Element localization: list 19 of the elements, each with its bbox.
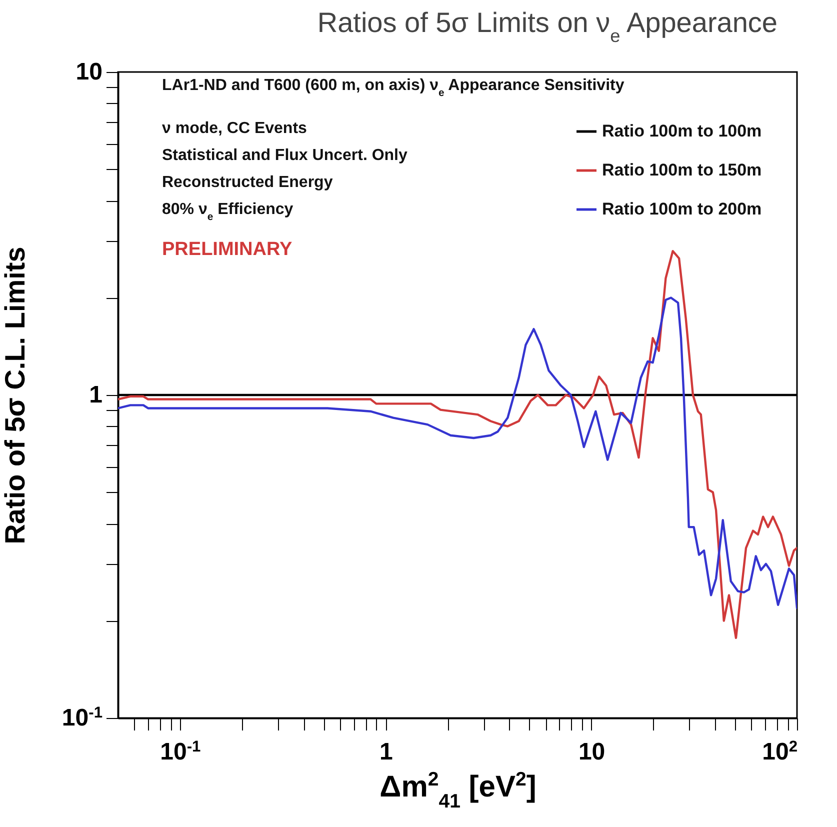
x-tick-label: 1 xyxy=(379,738,393,766)
y-tick-label: 10 xyxy=(76,58,102,86)
y-tick-label: 1 xyxy=(89,382,102,408)
y-tick-label: 10$^{-1}$ xyxy=(62,704,103,732)
x-tick-label: 10 xyxy=(578,738,606,766)
y-axis-title: Ratio of 5σ C.L. Limits xyxy=(0,246,30,544)
x-axis-title: Δm$^{2}$$_{41}$ [eV$^{2}$] xyxy=(380,768,536,812)
annotation: Reconstructed Energy xyxy=(162,174,333,191)
annotation: Statistical and Flux Uncert. Only xyxy=(162,147,408,164)
annotation: ν mode, CC Events xyxy=(162,120,308,137)
legend-label: Ratio 100m to 100m xyxy=(602,122,762,140)
chart-title: Ratios of 5σ Limits on ν$_{e}$ Appearance xyxy=(317,7,778,46)
annotation: PRELIMINARY xyxy=(162,239,293,260)
legend-label: Ratio 100m to 200m xyxy=(602,200,762,218)
annotation: LAr1-ND and T600 (600 m, on axis) ν$_{e}$ Appearance Sensitivity xyxy=(162,77,624,98)
annotation: 80% ν$_{e}$ Efficiency xyxy=(162,201,294,222)
legend-label: Ratio 100m to 150m xyxy=(602,160,762,180)
x-tick-label: 10$^{-1}$ xyxy=(160,738,202,766)
x-tick-label: 10$^{2}$ xyxy=(762,738,798,766)
